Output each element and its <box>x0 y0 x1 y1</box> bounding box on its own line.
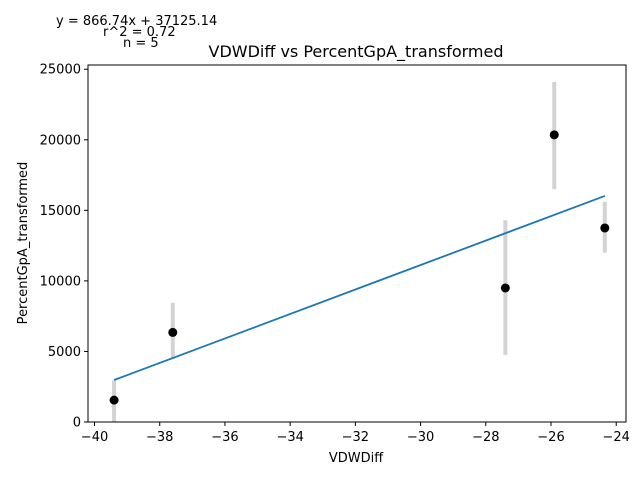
plot-frame <box>87 64 627 423</box>
x-tick-label: −40 <box>81 430 108 445</box>
y-tick-label: 15000 <box>40 204 81 219</box>
x-axis-label: VDWDiff <box>329 451 384 466</box>
x-tick-label: −26 <box>537 430 564 445</box>
errorbar-layer <box>112 81 607 422</box>
x-tick-label: −38 <box>146 430 173 445</box>
y-tick-label: 5000 <box>48 345 81 360</box>
y-tick-label: 0 <box>73 416 81 431</box>
x-tick-label: −32 <box>342 430 369 445</box>
chart-title: VDWDiff vs PercentGpA_transformed <box>209 42 504 62</box>
data-point-1 <box>168 327 178 337</box>
x-axis-ticks: −40 −38 −36 −34 −32 −30 −28 −26 −24 <box>81 422 630 445</box>
x-tick-label: −36 <box>211 430 238 445</box>
data-point-4 <box>600 223 610 233</box>
y-tick-label: 10000 <box>40 274 81 289</box>
data-point-2 <box>500 283 510 293</box>
y-axis-ticks: 0 5000 10000 15000 20000 25000 <box>40 63 88 431</box>
r-squared-annotation: r^2 = 0.72 <box>103 25 176 40</box>
y-axis-label: PercentGpA_transformed <box>16 162 31 325</box>
x-tick-label: −28 <box>472 430 499 445</box>
x-tick-label: −34 <box>276 430 303 445</box>
y-tick-label: 25000 <box>40 63 81 78</box>
n-annotation: n = 5 <box>123 36 159 51</box>
fit-line <box>113 195 606 381</box>
x-tick-label: −30 <box>407 430 434 445</box>
y-tick-label: 20000 <box>40 133 81 148</box>
data-point-3 <box>549 130 559 140</box>
fit-equation-annotation: y = 866.74x + 37125.14 <box>56 14 217 29</box>
points-layer <box>109 130 610 405</box>
data-point-0 <box>109 395 119 405</box>
x-tick-label: −24 <box>602 430 629 445</box>
fit-line-layer <box>113 195 606 381</box>
